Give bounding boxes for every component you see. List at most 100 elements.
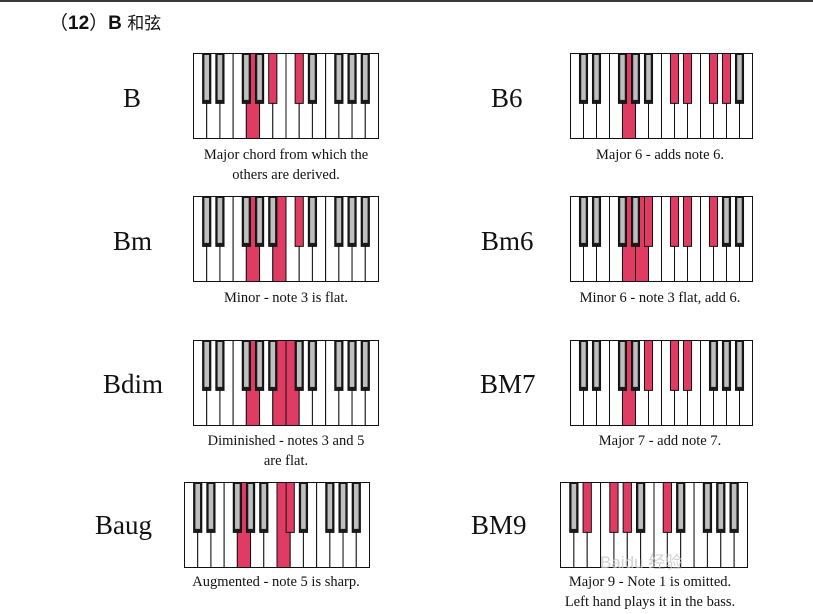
chord-name: B [123, 83, 142, 113]
black-key-face [204, 342, 210, 387]
black-key-face [204, 55, 210, 100]
black-key-highlighted [622, 482, 632, 533]
black-key-highlighted [609, 482, 619, 533]
black-key-face [594, 55, 599, 100]
chord-caption: Major chord from which the others are de… [203, 147, 369, 183]
section-note: B [108, 13, 122, 34]
section-title: 和弦 [127, 14, 162, 33]
black-key-face [327, 484, 333, 529]
black-key-highlighted [285, 482, 295, 533]
chord-name: B6 [491, 83, 523, 113]
keyboard-diagram [184, 482, 370, 568]
black-key-face [244, 342, 249, 387]
chord-name: Bm [113, 226, 153, 256]
black-key-highlighted [682, 196, 693, 247]
black-key-face [718, 484, 724, 529]
black-key-face [301, 484, 306, 529]
black-key-face [362, 198, 368, 243]
black-key-highlighted [582, 482, 592, 533]
keyboard-diagram [570, 53, 753, 139]
black-key-highlighted [669, 53, 680, 104]
black-key-highlighted [294, 53, 304, 104]
black-key-face [633, 198, 638, 243]
chord-caption: Major 6 - adds note 6. [595, 147, 725, 163]
black-key-face [349, 198, 355, 243]
black-key-face [195, 484, 201, 529]
black-key-face [349, 342, 355, 387]
black-key-face [724, 342, 729, 387]
black-key-face [678, 484, 684, 529]
black-key-face [257, 342, 262, 387]
chord-name: Bdim [103, 369, 164, 399]
black-key-face [633, 55, 638, 100]
black-key-face [620, 198, 625, 243]
keyboard-diagram [570, 340, 753, 426]
black-key-face [581, 55, 586, 100]
black-key-face [620, 342, 625, 387]
black-key-face [571, 484, 577, 529]
black-key-face [310, 342, 315, 387]
black-key-face [244, 198, 249, 243]
chord-caption: Augmented - note 5 is sharp. [192, 574, 360, 590]
black-key-face [257, 198, 262, 243]
black-key-face [633, 342, 638, 387]
black-key-face [270, 342, 276, 387]
black-key-face [261, 484, 267, 529]
black-key-face [581, 198, 586, 243]
black-key-highlighted [682, 340, 693, 391]
watermark: Baidu 经验 [600, 553, 683, 572]
black-key-face [638, 484, 643, 529]
chord-caption: Major 9 - Note 1 is omitted. Left hand p… [564, 574, 736, 610]
keyboard-diagram [193, 340, 379, 426]
black-key-highlighted [662, 482, 673, 533]
keyboard-diagram [560, 482, 748, 568]
black-key-face [257, 55, 262, 100]
chord-caption: Minor 6 - note 3 flat, add 6. [579, 290, 741, 306]
black-key-face [310, 198, 315, 243]
black-key-face [737, 198, 742, 243]
black-key-face [235, 484, 240, 529]
section-heading: （12）B 和弦 [49, 13, 162, 34]
black-key-face [620, 55, 625, 100]
black-key-face [248, 484, 253, 529]
black-key-face [208, 484, 214, 529]
black-key-highlighted [669, 196, 680, 247]
black-key-face [340, 484, 346, 529]
chord-caption: Major 7 - add note 7. [598, 433, 722, 449]
black-key-face [336, 342, 342, 387]
black-key-face [217, 198, 223, 243]
chord-name: BM9 [471, 510, 527, 540]
black-key-face [336, 55, 342, 100]
black-key-face [581, 342, 586, 387]
black-key-face [594, 198, 599, 243]
black-key-highlighted [294, 196, 304, 247]
black-key-highlighted [268, 53, 278, 104]
black-key-face [737, 342, 742, 387]
chord-caption: Minor - note 3 is flat. [223, 290, 349, 306]
chord-name: Baug [95, 510, 152, 540]
black-key-face [705, 484, 710, 529]
keyboard-diagram [570, 196, 753, 282]
black-key-face [217, 342, 223, 387]
black-key-face [594, 342, 599, 387]
keyboard-diagram [193, 53, 379, 139]
black-key-highlighted [708, 196, 719, 247]
black-key-face [711, 342, 716, 387]
black-key-highlighted [721, 53, 732, 104]
black-key-face [646, 55, 651, 100]
black-key-face [731, 484, 737, 529]
chord-name: BM7 [480, 369, 536, 399]
chord-name: Bm6 [481, 226, 534, 256]
black-key-face [217, 55, 223, 100]
black-key-face [204, 198, 210, 243]
black-key-face [349, 55, 355, 100]
black-key-highlighted [643, 340, 654, 391]
black-key-face [310, 55, 315, 100]
top-border [0, 0, 813, 2]
black-key-highlighted [682, 53, 693, 104]
keyboard-diagram [193, 196, 379, 282]
section-number: 12 [68, 13, 90, 34]
chord-caption: Diminished - notes 3 and 5 are flat. [207, 433, 365, 469]
black-key-face [336, 198, 342, 243]
black-key-highlighted [708, 53, 719, 104]
